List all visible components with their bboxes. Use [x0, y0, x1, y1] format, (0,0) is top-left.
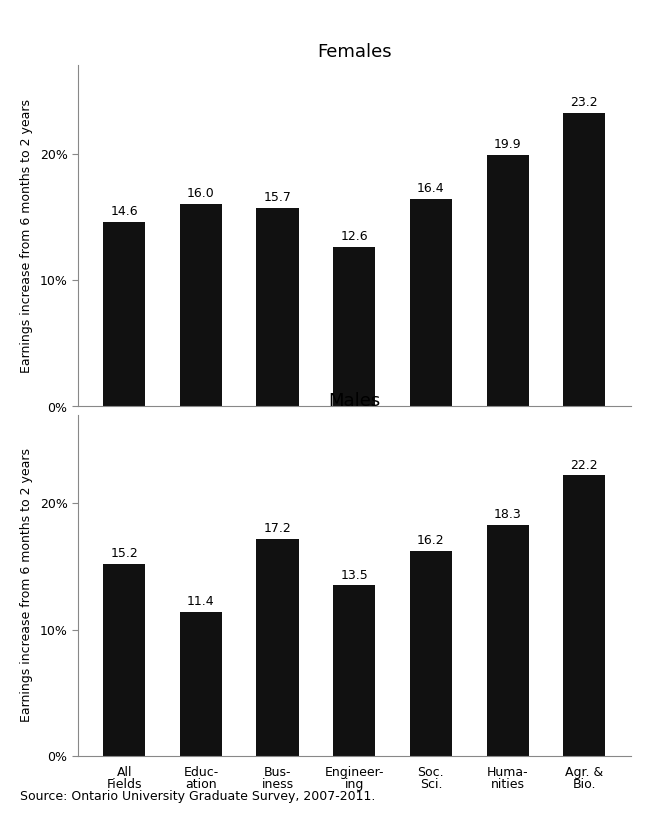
Y-axis label: Earnings increase from 6 months to 2 years: Earnings increase from 6 months to 2 yea…: [20, 448, 32, 723]
Bar: [333, 247, 375, 406]
Text: 22.2: 22.2: [571, 459, 598, 472]
Text: 18.3: 18.3: [494, 508, 521, 521]
Bar: [103, 564, 146, 756]
Text: 15.7: 15.7: [264, 191, 291, 204]
Y-axis label: Earnings increase from 6 months to 2 years: Earnings increase from 6 months to 2 yea…: [20, 98, 32, 373]
Bar: [103, 222, 146, 406]
Text: 14.6: 14.6: [111, 205, 138, 218]
Bar: [563, 113, 605, 406]
Title: Females: Females: [317, 43, 391, 61]
Text: 11.4: 11.4: [187, 595, 214, 608]
Bar: [180, 612, 222, 756]
Text: 16.2: 16.2: [417, 534, 445, 547]
Bar: [333, 585, 375, 756]
Bar: [487, 154, 528, 406]
Text: 19.9: 19.9: [494, 138, 521, 151]
Bar: [410, 551, 452, 756]
Text: 16.4: 16.4: [417, 182, 445, 195]
Text: Source: Ontario University Graduate Survey, 2007-2011.: Source: Ontario University Graduate Surv…: [20, 790, 375, 803]
Bar: [410, 199, 452, 406]
Bar: [257, 208, 298, 406]
Bar: [257, 538, 298, 756]
Text: 12.6: 12.6: [341, 230, 368, 243]
Text: 15.2: 15.2: [111, 547, 138, 560]
Bar: [487, 524, 528, 756]
Text: 23.2: 23.2: [571, 96, 598, 109]
Bar: [563, 476, 605, 756]
Text: 13.5: 13.5: [341, 568, 368, 581]
Text: 17.2: 17.2: [264, 522, 291, 535]
Bar: [180, 204, 222, 406]
Title: Males: Males: [328, 393, 380, 411]
Text: 16.0: 16.0: [187, 187, 214, 200]
